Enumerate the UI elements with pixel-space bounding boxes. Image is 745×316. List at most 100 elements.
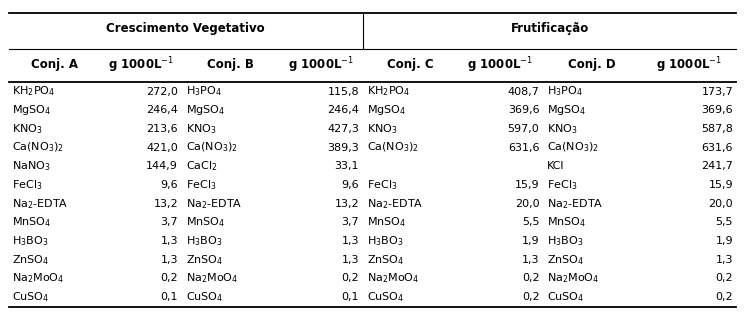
Text: 246,4: 246,4 <box>327 105 359 115</box>
Text: 13,2: 13,2 <box>153 199 178 209</box>
Text: MnSO$_{4}$: MnSO$_{4}$ <box>12 216 51 229</box>
Text: Frutificação: Frutificação <box>510 22 589 35</box>
Text: Ca(NO$_{3}$)$_{2}$: Ca(NO$_{3}$)$_{2}$ <box>367 141 419 155</box>
Text: 3,7: 3,7 <box>160 217 178 228</box>
Text: FeCl$_{3}$: FeCl$_{3}$ <box>12 178 42 192</box>
Text: CuSO$_{4}$: CuSO$_{4}$ <box>367 290 404 304</box>
Text: 1,9: 1,9 <box>715 236 733 246</box>
Text: 1,3: 1,3 <box>342 255 359 265</box>
Text: KNO$_{3}$: KNO$_{3}$ <box>367 122 397 136</box>
Text: ZnSO$_{4}$: ZnSO$_{4}$ <box>547 253 584 267</box>
Text: H$_{3}$BO$_{3}$: H$_{3}$BO$_{3}$ <box>367 234 403 248</box>
Text: 246,4: 246,4 <box>146 105 178 115</box>
Text: CuSO$_{4}$: CuSO$_{4}$ <box>186 290 223 304</box>
Text: 408,7: 408,7 <box>507 87 539 96</box>
Text: 389,3: 389,3 <box>327 143 359 153</box>
Text: 0,2: 0,2 <box>522 273 539 283</box>
Text: MgSO$_{4}$: MgSO$_{4}$ <box>367 103 406 117</box>
Text: FeCl$_{3}$: FeCl$_{3}$ <box>547 178 577 192</box>
Text: 15,9: 15,9 <box>515 180 539 190</box>
Text: 241,7: 241,7 <box>701 161 733 171</box>
Text: Conj. A: Conj. A <box>31 58 77 71</box>
Text: 9,6: 9,6 <box>341 180 359 190</box>
Text: MgSO$_{4}$: MgSO$_{4}$ <box>12 103 51 117</box>
Text: CuSO$_{4}$: CuSO$_{4}$ <box>12 290 49 304</box>
Text: 20,0: 20,0 <box>708 199 733 209</box>
Text: Na$_{2}$-EDTA: Na$_{2}$-EDTA <box>12 197 69 210</box>
Text: 1,3: 1,3 <box>161 255 178 265</box>
Text: KH$_{2}$PO$_{4}$: KH$_{2}$PO$_{4}$ <box>12 85 55 98</box>
Text: 1,3: 1,3 <box>522 255 539 265</box>
Text: 115,8: 115,8 <box>328 87 359 96</box>
Text: ZnSO$_{4}$: ZnSO$_{4}$ <box>367 253 404 267</box>
Text: ZnSO$_{4}$: ZnSO$_{4}$ <box>186 253 223 267</box>
Text: 5,5: 5,5 <box>522 217 539 228</box>
Text: MgSO$_{4}$: MgSO$_{4}$ <box>547 103 586 117</box>
Text: 33,1: 33,1 <box>335 161 359 171</box>
Text: 421,0: 421,0 <box>146 143 178 153</box>
Text: CaCl$_{2}$: CaCl$_{2}$ <box>186 159 218 173</box>
Text: Conj. B: Conj. B <box>207 58 253 71</box>
Text: 631,6: 631,6 <box>702 143 733 153</box>
Text: KNO$_{3}$: KNO$_{3}$ <box>12 122 42 136</box>
Text: Na$_{2}$-EDTA: Na$_{2}$-EDTA <box>186 197 242 210</box>
Text: ZnSO$_{4}$: ZnSO$_{4}$ <box>12 253 49 267</box>
Text: 0,2: 0,2 <box>341 273 359 283</box>
Text: g 1000L$^{-1}$: g 1000L$^{-1}$ <box>467 55 533 75</box>
Text: 3,7: 3,7 <box>341 217 359 228</box>
Text: Na$_{2}$MoO$_{4}$: Na$_{2}$MoO$_{4}$ <box>367 271 419 285</box>
Text: KNO$_{3}$: KNO$_{3}$ <box>547 122 577 136</box>
Text: Ca(NO$_{3}$)$_{2}$: Ca(NO$_{3}$)$_{2}$ <box>186 141 238 155</box>
Text: 631,6: 631,6 <box>508 143 539 153</box>
Text: KH$_{2}$PO$_{4}$: KH$_{2}$PO$_{4}$ <box>367 85 410 98</box>
Text: 0,1: 0,1 <box>342 292 359 302</box>
Text: H$_{3}$BO$_{3}$: H$_{3}$BO$_{3}$ <box>547 234 583 248</box>
Text: Crescimento Vegetativo: Crescimento Vegetativo <box>107 22 264 35</box>
Text: MnSO$_{4}$: MnSO$_{4}$ <box>186 216 225 229</box>
Text: 0,2: 0,2 <box>522 292 539 302</box>
Text: 272,0: 272,0 <box>146 87 178 96</box>
Text: 427,3: 427,3 <box>327 124 359 134</box>
Text: 213,6: 213,6 <box>147 124 178 134</box>
Text: Ca(NO$_{3}$)$_{2}$: Ca(NO$_{3}$)$_{2}$ <box>547 141 599 155</box>
Text: 144,9: 144,9 <box>146 161 178 171</box>
Text: 15,9: 15,9 <box>708 180 733 190</box>
Text: 1,3: 1,3 <box>161 236 178 246</box>
Text: g 1000L$^{-1}$: g 1000L$^{-1}$ <box>108 55 174 75</box>
Text: FeCl$_{3}$: FeCl$_{3}$ <box>367 178 397 192</box>
Text: 9,6: 9,6 <box>160 180 178 190</box>
Text: 369,6: 369,6 <box>508 105 539 115</box>
Text: Conj. C: Conj. C <box>387 58 434 71</box>
Text: 173,7: 173,7 <box>701 87 733 96</box>
Text: MgSO$_{4}$: MgSO$_{4}$ <box>186 103 225 117</box>
Text: H$_{3}$PO$_{4}$: H$_{3}$PO$_{4}$ <box>186 85 221 98</box>
Text: Conj. D: Conj. D <box>568 58 616 71</box>
Text: 369,6: 369,6 <box>702 105 733 115</box>
Text: FeCl$_{3}$: FeCl$_{3}$ <box>186 178 216 192</box>
Text: 1,3: 1,3 <box>342 236 359 246</box>
Text: 0,1: 0,1 <box>161 292 178 302</box>
Text: KNO$_{3}$: KNO$_{3}$ <box>186 122 216 136</box>
Text: 1,9: 1,9 <box>522 236 539 246</box>
Text: 1,3: 1,3 <box>716 255 733 265</box>
Text: Na$_{2}$MoO$_{4}$: Na$_{2}$MoO$_{4}$ <box>547 271 599 285</box>
Text: KCl: KCl <box>547 161 564 171</box>
Text: 597,0: 597,0 <box>507 124 539 134</box>
Text: Na$_{2}$MoO$_{4}$: Na$_{2}$MoO$_{4}$ <box>186 271 238 285</box>
Text: g 1000L$^{-1}$: g 1000L$^{-1}$ <box>656 55 722 75</box>
Text: 13,2: 13,2 <box>335 199 359 209</box>
Text: Na$_{2}$-EDTA: Na$_{2}$-EDTA <box>367 197 423 210</box>
Text: 0,2: 0,2 <box>715 273 733 283</box>
Text: Ca(NO$_{3}$)$_{2}$: Ca(NO$_{3}$)$_{2}$ <box>12 141 64 155</box>
Text: H$_{3}$BO$_{3}$: H$_{3}$BO$_{3}$ <box>12 234 48 248</box>
Text: H$_{3}$PO$_{4}$: H$_{3}$PO$_{4}$ <box>547 85 583 98</box>
Text: Na$_{2}$-EDTA: Na$_{2}$-EDTA <box>547 197 603 210</box>
Text: MnSO$_{4}$: MnSO$_{4}$ <box>547 216 586 229</box>
Text: 0,2: 0,2 <box>160 273 178 283</box>
Text: CuSO$_{4}$: CuSO$_{4}$ <box>547 290 584 304</box>
Text: H$_{3}$BO$_{3}$: H$_{3}$BO$_{3}$ <box>186 234 222 248</box>
Text: Na$_{2}$MoO$_{4}$: Na$_{2}$MoO$_{4}$ <box>12 271 64 285</box>
Text: g 1000L$^{-1}$: g 1000L$^{-1}$ <box>288 55 354 75</box>
Text: MnSO$_{4}$: MnSO$_{4}$ <box>367 216 406 229</box>
Text: 20,0: 20,0 <box>515 199 539 209</box>
